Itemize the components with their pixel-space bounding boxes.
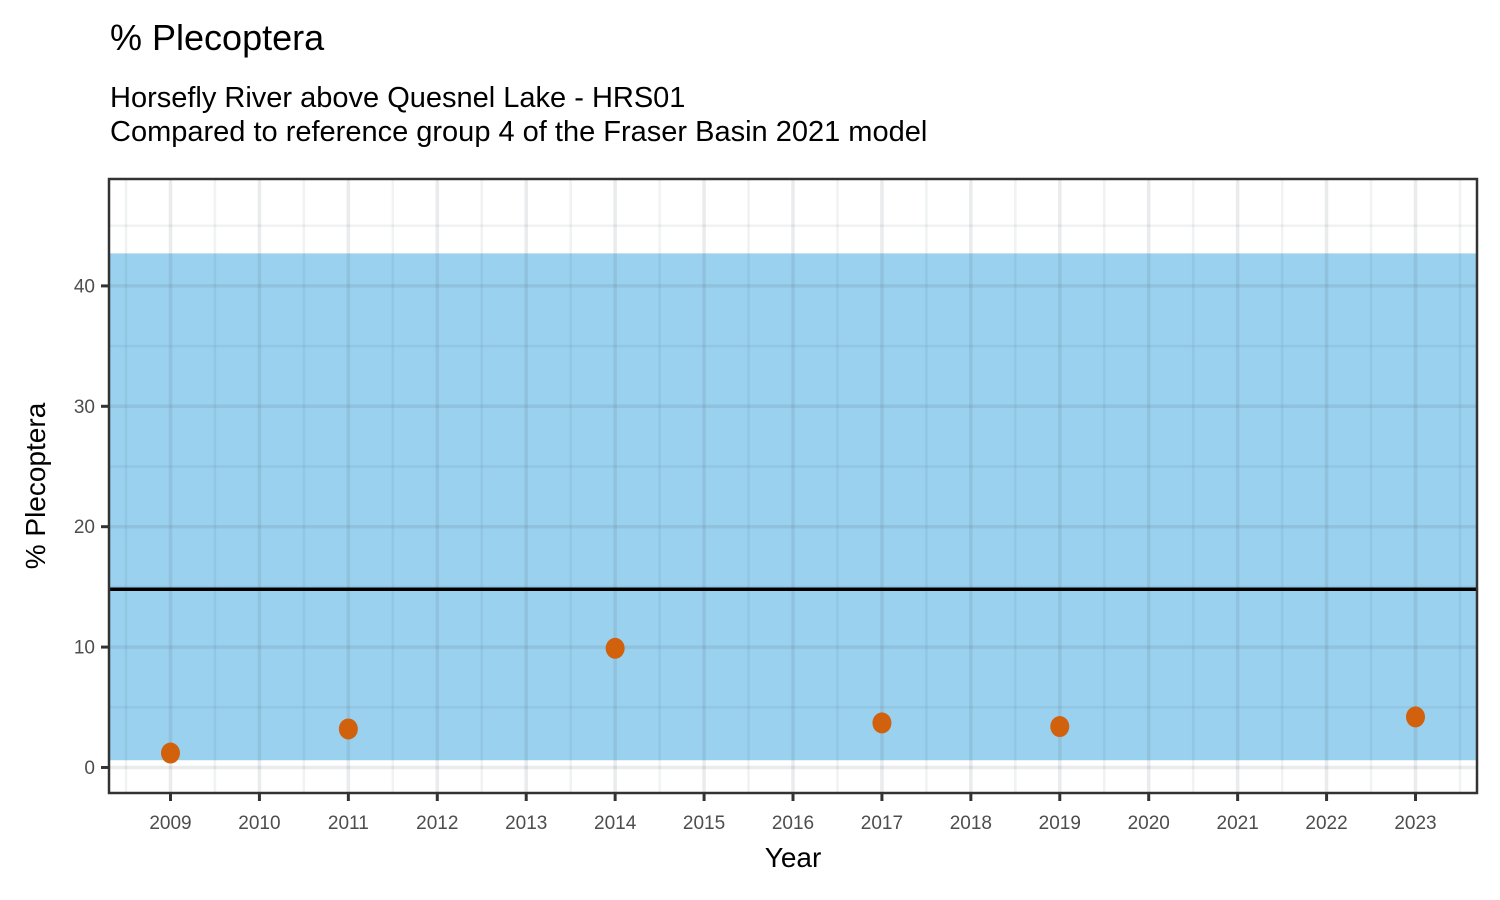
x-tick-label: 2011	[328, 813, 369, 834]
data-point	[161, 742, 180, 764]
chart-subtitle-line2: Compared to reference group 4 of the Fra…	[110, 116, 928, 148]
x-tick-label: 2014	[594, 813, 637, 834]
chart-subtitle-line1: Horsefly River above Quesnel Lake - HRS0…	[110, 82, 686, 114]
x-tick-label: 2009	[149, 813, 191, 834]
x-tick-label: 2015	[683, 813, 725, 834]
data-point	[1406, 706, 1425, 728]
x-tick-label: 2018	[950, 813, 992, 834]
data-point	[605, 637, 625, 659]
x-tick-label: 2019	[1039, 813, 1081, 834]
chart-title: % Plecoptera	[110, 17, 325, 58]
x-tick-label: 2016	[772, 813, 814, 834]
y-tick-label: 30	[74, 397, 95, 418]
x-tick-label: 2012	[416, 813, 458, 834]
reference-band	[109, 253, 1477, 761]
data-point	[338, 718, 358, 740]
x-tick-label: 2017	[861, 813, 903, 834]
data-point	[872, 712, 892, 734]
x-tick-label: 2013	[505, 813, 547, 834]
y-tick-label: 40	[74, 276, 95, 297]
y-tick-label: 20	[74, 517, 95, 538]
x-tick-label: 2021	[1217, 813, 1259, 834]
data-point	[1050, 716, 1070, 738]
y-tick-label: 10	[74, 638, 95, 659]
y-tick-label: 0	[84, 758, 95, 779]
x-tick-label: 2023	[1394, 813, 1436, 834]
x-tick-label: 2020	[1128, 813, 1170, 834]
x-axis-title: Year	[764, 842, 822, 873]
x-tick-label: 2010	[238, 813, 280, 834]
chart-subtitle: Horsefly River above Quesnel Lake - HRS0…	[110, 81, 927, 149]
x-tick-label: 2022	[1305, 813, 1347, 834]
